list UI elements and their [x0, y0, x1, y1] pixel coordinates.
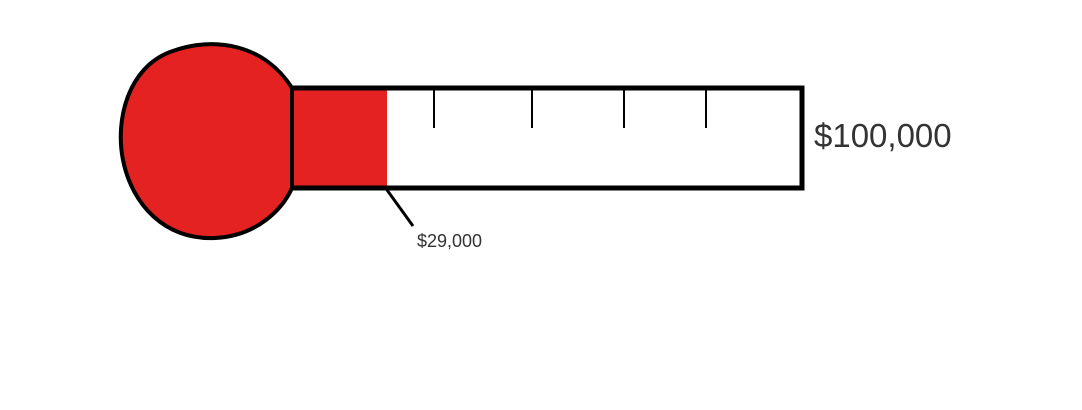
current-value-label: $29,000 [417, 231, 482, 251]
thermometer-tube-outline [292, 85, 805, 191]
goal-label: $100,000 [814, 117, 952, 154]
thermometer-bulb [118, 42, 294, 241]
tick-marks [433, 90, 707, 128]
thermometer-fill [292, 88, 387, 188]
current-value-pointer [385, 189, 415, 227]
